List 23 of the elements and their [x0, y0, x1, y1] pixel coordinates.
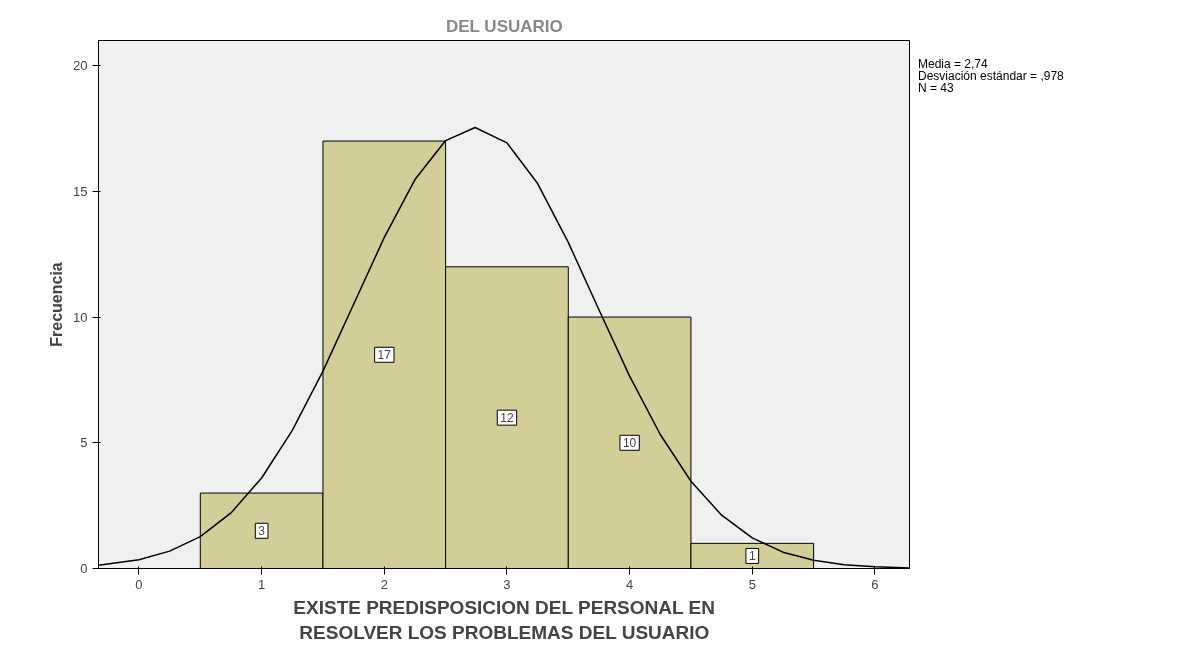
y-tick-label: 20: [73, 58, 88, 74]
data-label: 17: [377, 348, 392, 363]
x-tick-label: 4: [626, 576, 634, 592]
y-tick-label: 10: [73, 309, 88, 325]
data-label: 10: [622, 436, 637, 451]
text: N = 43: [918, 81, 954, 95]
y-tick-label: 5: [80, 435, 88, 451]
x-tick-label: 6: [871, 576, 879, 592]
text: Media = 2,74: [918, 57, 988, 71]
text: Desviación estándar = ,978: [918, 69, 1064, 83]
data-label: 1: [748, 549, 756, 564]
y-tick-label: 0: [80, 561, 88, 576]
data-label: 3: [258, 524, 266, 539]
y-axis-title: Frecuencia: [48, 262, 66, 347]
chart-title: DEL USUARIO: [445, 16, 563, 36]
x-tick-label: 1: [258, 576, 266, 592]
x-tick-label: 0: [135, 576, 143, 592]
x-tick-label: 3: [503, 576, 511, 592]
x-tick-label: 2: [380, 576, 388, 592]
x-tick-label: 5: [748, 576, 756, 592]
x-axis-title: EXISTE PREDISPOSICION DEL PERSONAL EN RESOLVER LOS PROBLEMAS DEL USUARIO: [293, 596, 715, 643]
y-tick-label: 15: [73, 183, 88, 199]
data-label: 12: [500, 411, 514, 426]
